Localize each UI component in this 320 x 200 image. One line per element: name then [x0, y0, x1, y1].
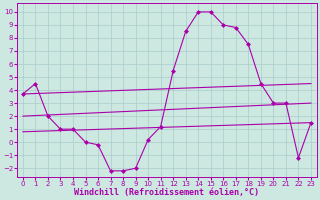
X-axis label: Windchill (Refroidissement éolien,°C): Windchill (Refroidissement éolien,°C) [75, 188, 260, 197]
